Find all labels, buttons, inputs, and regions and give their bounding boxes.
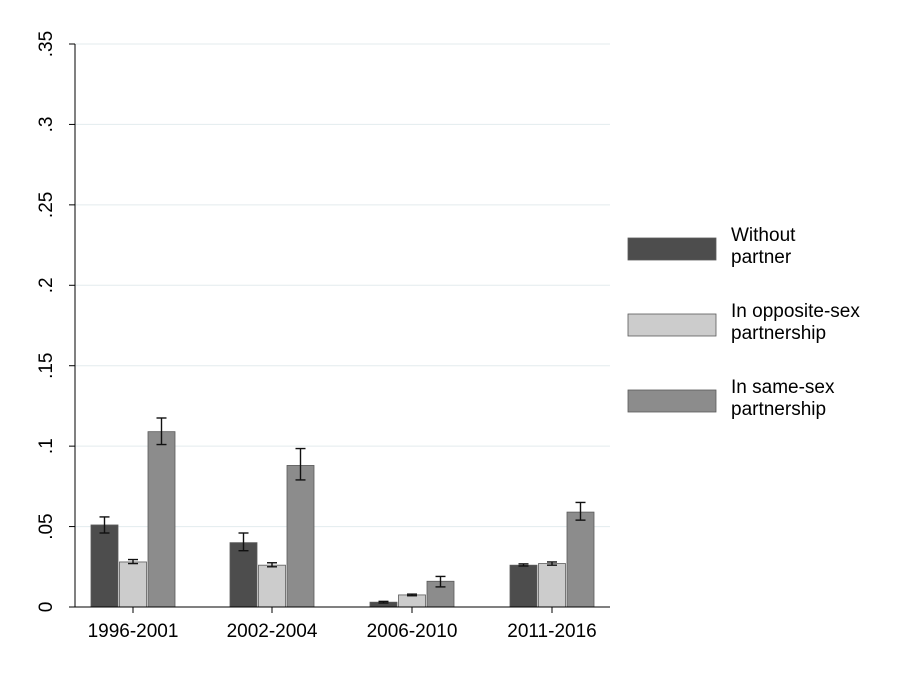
legend-item-1: In opposite-sex partnership: [627, 301, 860, 344]
error-bar-s1-c1: [267, 562, 277, 568]
bars: [90, 417, 595, 608]
y-tick-label-6: .3: [36, 116, 57, 132]
error-bar-s2-c2: [435, 575, 446, 588]
y-tick-label-1: .05: [36, 513, 57, 539]
error-bar-s0-c2: [378, 600, 389, 604]
x-tick-label-1: 2002-2004: [227, 621, 318, 642]
y-tick-label-4: .2: [36, 277, 57, 293]
legend-item-0: Without partner: [627, 225, 796, 268]
x-tick-label-2: 2006-2010: [367, 621, 458, 642]
error-bar-s0-c1: [238, 532, 249, 552]
error-bar-s0-c0: [99, 516, 110, 534]
y-tick-label-3: .15: [36, 353, 57, 379]
legend-label-line-0-0: Without: [731, 225, 796, 246]
bar-s0-c3: [509, 564, 538, 608]
legend-label-2: In same-sex partnership: [731, 377, 835, 420]
legend-label-0: Without partner: [731, 225, 796, 268]
error-bar-s1-c2: [407, 593, 417, 597]
error-bar-s1-c0: [128, 558, 138, 565]
error-bar-s2-c3: [575, 501, 586, 521]
error-bar-s2-c1: [295, 447, 306, 481]
legend-swatch-1: [627, 313, 717, 337]
axes: 0 .05 .1 .15 .2 .25 .3 .35 1996-2001 2002-2004 200…: [36, 31, 610, 642]
legend-swatch-0: [627, 237, 717, 261]
x-tick-label-3: 2011-2016: [507, 621, 596, 642]
y-tick-label-7: .35: [36, 31, 57, 57]
legend-label-line-2-0: In same-sex: [731, 377, 835, 398]
legend-swatch-2: [627, 389, 717, 413]
y-tick-label-2: .1: [36, 438, 57, 454]
legend-label-line-0-1: partner: [731, 247, 792, 268]
legend-label-1: In opposite-sex partnership: [731, 301, 860, 344]
legend-label-line-1-1: partnership: [731, 323, 826, 344]
error-bar-s2-c0: [156, 417, 167, 446]
bar-s0-c1: [229, 542, 258, 608]
bar-s2-c3: [566, 511, 595, 608]
bar-s1-c1: [258, 564, 286, 608]
legend-label-line-2-1: partnership: [731, 399, 826, 420]
bar-s1-c0: [119, 561, 147, 608]
y-tick-label-0: 0: [36, 602, 57, 613]
y-tick-label-5: .25: [36, 192, 57, 218]
bar-s2-c1: [286, 465, 315, 608]
bar-s0-c0: [90, 524, 119, 608]
error-bar-s0-c3: [518, 563, 529, 567]
legend-item-2: In same-sex partnership: [627, 377, 835, 420]
bar-s2-c0: [147, 431, 176, 608]
error-bar-s1-c3: [547, 561, 557, 566]
bar-s1-c3: [538, 563, 566, 608]
legend-label-line-1-0: In opposite-sex: [731, 301, 860, 322]
bar-s1-c2: [398, 594, 426, 608]
x-tick-label-0: 1996-2001: [88, 621, 179, 642]
